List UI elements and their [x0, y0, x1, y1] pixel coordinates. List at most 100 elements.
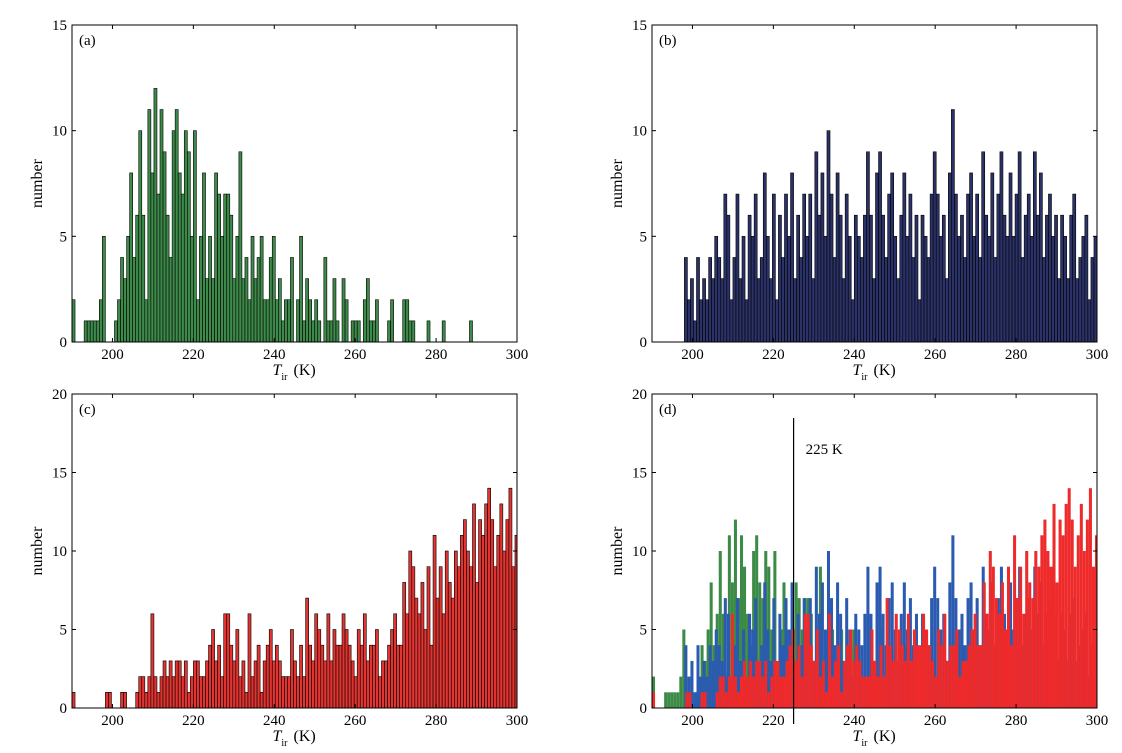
hist-c-bar-135 [481, 534, 485, 709]
x-axis-label-b: Tir (K) [853, 362, 896, 383]
hist-c-bar-85 [329, 660, 334, 709]
hist-b-bar-46 [823, 236, 828, 343]
hist-c-bar-52 [229, 644, 234, 709]
hist-a-bar-72 [290, 257, 294, 343]
hist-a-bar-86 [332, 278, 337, 343]
hist-b-bar-14 [726, 214, 731, 343]
hist-a-bar-35 [177, 172, 182, 343]
overlay-d-c-bar-142 [1082, 551, 1086, 708]
overlay-d-b-bar-45 [820, 582, 824, 708]
hist-b-bar-55 [850, 299, 855, 343]
overlay-d-c-bar-87 [915, 645, 919, 708]
hist-c-bar-143 [505, 519, 510, 709]
hist-b-bar-5 [699, 299, 703, 343]
overlay-d-a-bar-27 [733, 519, 737, 708]
hist-c-bar-113 [414, 597, 419, 709]
overlay-d-b-bar-17 [735, 598, 739, 708]
x-tick-label-c-260: 260 [344, 713, 367, 729]
x-label-main-b: T [853, 362, 863, 379]
hist-b-bar-41 [808, 193, 813, 343]
overlay-d-c-bar-86 [912, 629, 916, 708]
overlay-d-c-bar-32 [749, 660, 753, 708]
overlay-d-a-bar-6 [670, 692, 674, 708]
hist-c-bar-130 [466, 550, 470, 709]
overlay-d-c-bar-28 [736, 692, 740, 708]
hist-c-bar-42 [199, 676, 203, 709]
chart-panel-a: 200 220 240 260 280 300 0 5 10 15 (a) number Tir (K) [29, 18, 528, 383]
overlay-d-b-bar-14 [726, 613, 730, 708]
overlay-d-c-bar-107 [976, 645, 980, 708]
hist-c-bar-96 [362, 613, 367, 709]
overlay-d-c-bar-88 [919, 645, 923, 708]
overlay-d-b-bar-90 [957, 629, 961, 708]
overlay-d-c-bar-36 [761, 676, 765, 708]
hist-c-bar-144 [508, 487, 513, 709]
hist-c-bar-141 [499, 503, 504, 709]
overlay-d-c-bar-64 [846, 645, 850, 708]
hist-b-bar-120 [1048, 193, 1052, 343]
hist-a-bar-42 [199, 236, 203, 343]
x-tick-label-c-280: 280 [425, 713, 448, 729]
hist-b-bar-65 [881, 214, 885, 343]
overlay-d-c-bar-130 [1046, 551, 1050, 708]
hist-a-bar-71 [287, 299, 291, 343]
hist-c-bar-116 [423, 629, 428, 709]
overlay-d-c-bar-55 [818, 676, 822, 708]
hist-c-bar-27 [153, 676, 158, 709]
hist-a-bar-6 [89, 320, 94, 343]
hist-c-bar-107 [396, 644, 400, 709]
overlay-d-b-bar-0 [684, 645, 688, 708]
hist-b-bar-40 [805, 236, 810, 343]
hist-c-bar-56 [241, 660, 246, 709]
hist-a-bar-80 [314, 299, 319, 343]
hist-a-bar-44 [205, 278, 209, 343]
hist-c-bar-26 [150, 613, 155, 709]
hist-c-bar-100 [375, 629, 379, 709]
overlay-d-b-bar-88 [951, 535, 955, 708]
hist-b-bar-32 [781, 257, 785, 343]
hist-b-bar-84 [938, 236, 943, 343]
hist-b-bar-134 [1090, 257, 1095, 343]
hist-b-bar-109 [1014, 193, 1019, 343]
hist-b-bar-20 [744, 299, 749, 343]
hist-a-bar-66 [271, 236, 276, 343]
hist-c-bar-121 [438, 566, 443, 709]
hist-a-bar-89 [341, 278, 346, 343]
hist-c-bar-43 [202, 676, 206, 709]
hist-a-bar-75 [299, 236, 303, 343]
x-tick-label-c-300: 300 [506, 713, 529, 729]
overlay-d-c-bar-56 [821, 660, 825, 708]
chart-panel-c: 200 220 240 260 280 300 0 5 10 15 20 (c) number Tir (K… [29, 387, 528, 749]
hist-c-bar-21 [135, 691, 140, 709]
hist-c-bar-129 [463, 519, 467, 709]
hist-b-bar-108 [1011, 236, 1016, 343]
overlay-d-c-bar-129 [1043, 519, 1047, 708]
hist-c-bar-80 [314, 613, 319, 709]
overlay-d-a-bar-47 [794, 582, 798, 708]
hist-b-bar-36 [793, 278, 797, 343]
hist-a-bar-16 [120, 257, 124, 343]
overlay-d-c-bar-69 [861, 676, 865, 708]
hist-b-bar-119 [1045, 214, 1049, 343]
overlay-d-c-bar-51 [806, 613, 810, 708]
hist-a-bar-30 [162, 151, 167, 343]
hist-c-bar-91 [347, 644, 352, 709]
hist-c-bar-12 [108, 691, 112, 709]
hist-a-bar-109 [402, 299, 407, 343]
hist-c-bar-24 [144, 691, 149, 709]
overlay-d-c-bar-17 [703, 692, 707, 708]
x-tick-label-a-220: 220 [182, 347, 205, 363]
y-tick-label-d-20: 20 [632, 387, 647, 403]
hist-b-bar-117 [1039, 172, 1043, 343]
hist-a-bar-60 [253, 278, 258, 343]
panel-label-d: (d) [659, 402, 677, 418]
hist-a-bar-15 [117, 299, 121, 343]
overlay-d-c-bar-75 [879, 645, 883, 708]
overlay-d-c-bar-74 [876, 676, 880, 708]
hist-b-bar-80 [926, 257, 931, 343]
y-axis-label-d: number [609, 526, 626, 576]
hist-c-bar-137 [487, 487, 492, 709]
hist-a-bar-94 [356, 320, 361, 343]
overlay-d-c-bar-23 [721, 676, 725, 708]
